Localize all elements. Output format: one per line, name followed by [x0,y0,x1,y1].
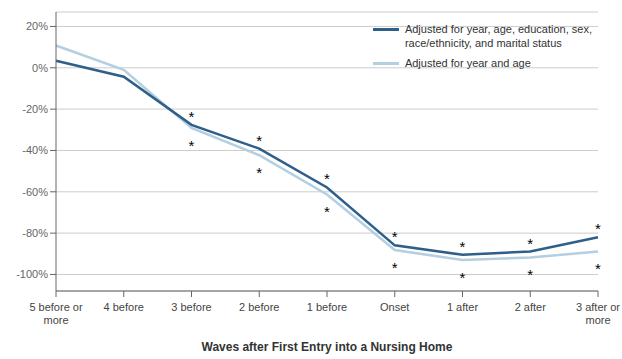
svg-text:1 after: 1 after [447,301,479,313]
svg-text:-60%: -60% [22,186,48,198]
svg-text:*: * [189,137,195,154]
svg-text:1 before: 1 before [307,301,347,313]
svg-text:*: * [460,269,466,286]
svg-text:*: * [256,132,262,149]
svg-text:*: * [324,170,330,187]
svg-text:20%: 20% [26,20,48,32]
svg-text:-40%: -40% [22,144,48,156]
svg-text:Onset: Onset [380,301,409,313]
svg-text:5 before ormore: 5 before ormore [29,301,83,326]
svg-text:*: * [392,259,398,276]
html-text:Adjusted for year, age, educat: Adjusted for year, age, education, sex, … [404,23,592,49]
svg-text:4 before: 4 before [104,301,144,313]
svg-text:*: * [392,228,398,245]
svg-text:-80%: -80% [22,227,48,239]
svg-text:*: * [324,203,330,220]
svg-text:*: * [595,220,601,237]
svg-text:2 after: 2 after [515,301,547,313]
svg-text:Waves after First Entry into a: Waves after First Entry into a Nursing H… [202,340,453,354]
svg-text:3 after ormore: 3 after ormore [576,301,614,326]
svg-text:3 before: 3 before [171,301,211,313]
svg-text:0%: 0% [32,62,48,74]
svg-text:*: * [460,238,466,255]
svg-text:2 before: 2 before [239,301,279,313]
svg-text:*: * [256,164,262,181]
html-text:Adjusted for year and age: Adjusted for year and age [404,57,531,69]
svg-text:*: * [189,108,195,125]
svg-text:*: * [527,235,533,252]
svg-text:-100%: -100% [16,268,48,280]
svg-text:*: * [595,260,601,277]
svg-text:-20%: -20% [22,103,48,115]
svg-text:*: * [527,266,533,283]
